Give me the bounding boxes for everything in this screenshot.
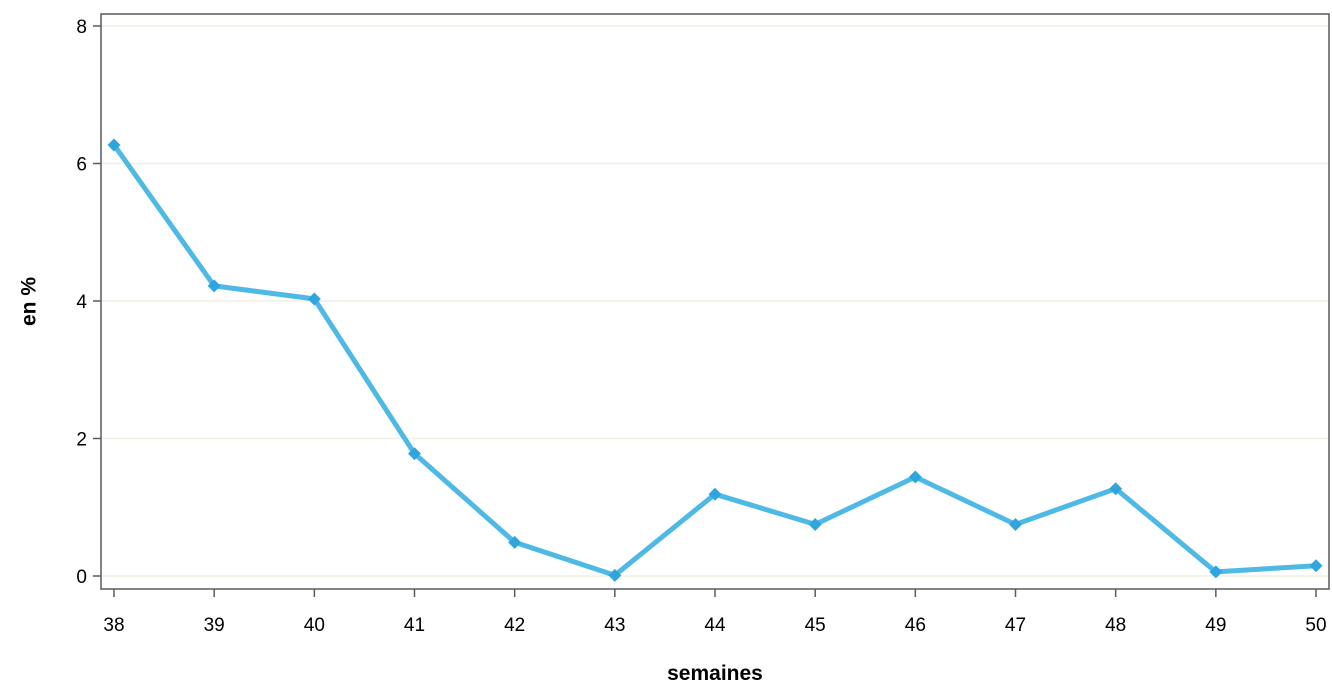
y-tick-label: 2 (76, 430, 87, 451)
data-point-marker (808, 517, 822, 531)
x-tick-label: 48 (1105, 615, 1126, 636)
data-point-marker (107, 138, 121, 152)
x-axis: 38 39 40 41 42 43 44 45 46 47 48 49 50 (103, 589, 1327, 636)
y-axis-title: en % (17, 277, 40, 326)
x-tick-label: 46 (905, 615, 926, 636)
x-tick-label: 41 (404, 615, 425, 636)
y-tick-label: 6 (76, 155, 87, 176)
data-point-marker (207, 279, 221, 293)
gridlines (101, 25, 1329, 577)
x-tick-label: 44 (704, 615, 726, 636)
y-tick-label: 0 (76, 567, 87, 588)
series-line (111, 143, 1317, 578)
x-tick-label: 47 (1005, 615, 1026, 636)
x-tick-label: 40 (304, 615, 325, 636)
x-tick-label: 38 (103, 615, 124, 636)
x-tick-label: 43 (604, 615, 625, 636)
data-point-marker (1009, 517, 1022, 531)
data-point-marker (908, 470, 922, 484)
data-point-marker (608, 568, 622, 582)
y-tick-label: 4 (76, 292, 87, 313)
data-markers (107, 138, 1323, 582)
data-point-marker (1109, 482, 1123, 496)
data-point-marker (1309, 559, 1323, 573)
data-point-marker (708, 487, 722, 501)
x-axis-title: semaines (667, 662, 763, 683)
x-tick-label: 50 (1305, 615, 1326, 636)
x-tick-label: 49 (1205, 615, 1226, 636)
data-point-marker (1209, 565, 1223, 579)
x-tick-label: 39 (204, 615, 225, 636)
data-point-marker (307, 292, 321, 306)
y-axis: 0 2 4 6 8 (76, 17, 101, 588)
data-point-marker (408, 447, 421, 461)
x-tick-label: 42 (504, 615, 525, 636)
y-tick-label: 8 (76, 17, 87, 38)
x-tick-label: 45 (805, 615, 826, 636)
data-point-marker (508, 535, 522, 549)
